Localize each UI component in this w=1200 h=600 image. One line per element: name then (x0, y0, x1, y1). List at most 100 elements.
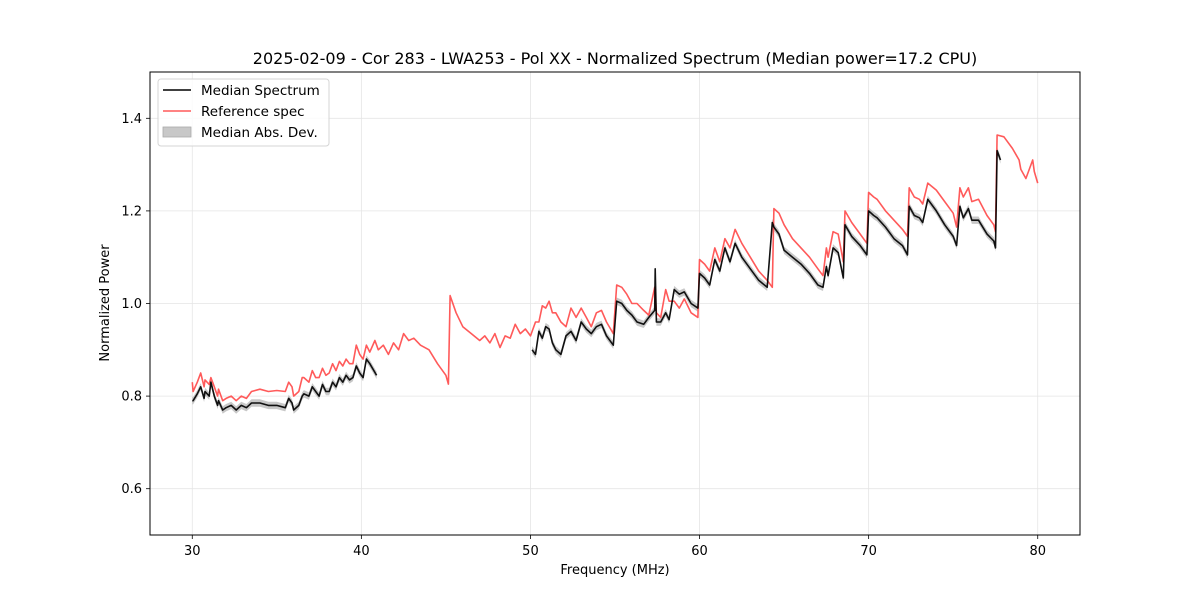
median-spectrum-point (919, 217, 920, 218)
reference-spec-point (758, 271, 759, 272)
reference-spec-point (193, 391, 194, 392)
median-spectrum-point (613, 345, 614, 346)
reference-spec-point (510, 338, 511, 339)
median-spectrum-point (902, 245, 903, 246)
median-spectrum-point (209, 396, 210, 397)
reference-spec-point (656, 312, 657, 313)
reference-spec-point (456, 312, 457, 313)
reference-spec-point (236, 400, 237, 401)
legend: Median Spectrum Reference spec Median Ab… (157, 78, 330, 147)
reference-spec-point (339, 361, 340, 362)
median-spectrum-line (192, 358, 378, 411)
reference-spec-point (560, 321, 561, 322)
median-spectrum-point (303, 393, 304, 394)
median-spectrum-point (914, 215, 915, 216)
reference-spec-point (665, 289, 666, 290)
median-spectrum-point (204, 391, 205, 392)
x-tick-label: 40 (353, 544, 370, 559)
median-spectrum-point (339, 377, 340, 378)
reference-spec-point (549, 301, 550, 302)
reference-spec-point (885, 210, 886, 211)
reference-spec-point (363, 359, 364, 360)
median-spectrum-point (684, 291, 685, 292)
reference-spec-point (303, 377, 304, 378)
reference-spec-point (374, 340, 375, 341)
median-spectrum-point (778, 234, 779, 235)
reference-spec-point (413, 338, 414, 339)
reference-spec-point (192, 382, 193, 383)
reference-spec-point (772, 287, 773, 288)
median-spectrum-point (308, 396, 309, 397)
median-spectrum-point (302, 396, 303, 397)
reference-spec-point (576, 317, 577, 318)
reference-spec-point (616, 284, 617, 285)
plot-area (191, 134, 1039, 414)
reference-spec-point (919, 199, 920, 200)
median-spectrum-point (971, 220, 972, 221)
reference-spec-point (388, 354, 389, 355)
median-spectrum-point (729, 261, 730, 262)
reference-spec-point (420, 345, 421, 346)
reference-spec-point (1012, 148, 1013, 149)
legend-swatch-mad (162, 126, 192, 138)
median-spectrum-point (376, 375, 377, 376)
median-spectrum-point (660, 321, 661, 322)
reference-spec-point (197, 382, 198, 383)
reference-spec-point (383, 345, 384, 346)
median-spectrum-point (665, 312, 666, 313)
reference-spec-point (479, 340, 480, 341)
x-tick-label: 70 (860, 544, 877, 559)
median-spectrum-point (268, 405, 269, 406)
median-spectrum-point (319, 396, 320, 397)
median-spectrum-point (679, 294, 680, 295)
median-spectrum-point (909, 206, 910, 207)
reference-spec-point (993, 224, 994, 225)
median-spectrum-point (866, 254, 867, 255)
reference-spec-point (907, 236, 908, 237)
median-spectrum-line (531, 149, 1002, 356)
median-spectrum-point (276, 405, 277, 406)
median-spectrum-point (197, 393, 198, 394)
median-spectrum-point (591, 333, 592, 334)
reference-spec-point (741, 243, 742, 244)
reference-spec-point (555, 312, 556, 313)
median-spectrum-point (809, 273, 810, 274)
reference-spec-point (636, 303, 637, 304)
reference-spec-point (241, 396, 242, 397)
median-spectrum-point (349, 379, 350, 380)
reference-spec-point (200, 372, 201, 373)
median-spectrum-point (218, 400, 219, 401)
reference-spec-point (860, 234, 861, 235)
reference-spec-point (499, 347, 500, 348)
median-spectrum-point (552, 342, 553, 343)
median-spectrum-point (758, 280, 759, 281)
median-spectrum-point (674, 289, 675, 290)
reference-spec-point (302, 377, 303, 378)
median-spectrum-point (648, 317, 649, 318)
median-spectrum-point (826, 266, 827, 267)
reference-spec-point (505, 335, 506, 336)
reference-spec-point (210, 377, 211, 378)
median-spectrum-point (817, 284, 818, 285)
x-tick-label: 50 (522, 544, 539, 559)
median-spectrum-point (750, 268, 751, 269)
median-spectrum-point (342, 382, 343, 383)
median-spectrum-point (709, 284, 710, 285)
median-spectrum-point (226, 407, 227, 408)
median-spectrum-point (369, 363, 370, 364)
median-spectrum-point (210, 382, 211, 383)
reference-spec-point (699, 259, 700, 260)
legend-box (157, 78, 330, 147)
reference-spec-point (542, 305, 543, 306)
median-spectrum-point (570, 331, 571, 332)
median-spectrum-point (606, 335, 607, 336)
reference-spec-point (704, 264, 705, 265)
median-spectrum-point (978, 220, 979, 221)
legend-label-mad: Median Abs. Dev. (201, 125, 318, 141)
median-spectrum-point (922, 222, 923, 223)
reference-spec-point (936, 190, 937, 191)
median-spectrum-point (704, 277, 705, 278)
reference-spec-point (222, 400, 223, 401)
median-spectrum-point (772, 222, 773, 223)
reference-spec-point (428, 349, 429, 350)
